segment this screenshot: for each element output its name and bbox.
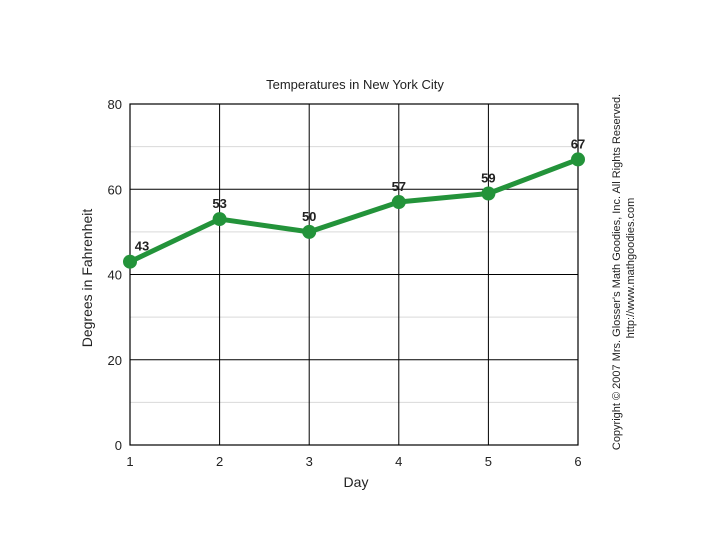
- x-tick-label: 3: [306, 454, 313, 469]
- x-tick-label: 6: [574, 454, 581, 469]
- series-line: [127, 156, 581, 265]
- data-point: [391, 195, 406, 210]
- x-tick-label: 1: [126, 454, 133, 469]
- y-axis-label: Degrees in Fahrenheit: [79, 209, 95, 348]
- x-tick-label: 4: [395, 454, 402, 469]
- data-point: [481, 186, 496, 201]
- data-labels: 43 53 50 57 59 67: [135, 136, 585, 253]
- axes: 0 20 40 60 80 1 2 3 4 5 6: [108, 97, 582, 469]
- x-tick-label: 2: [216, 454, 223, 469]
- plot-border: [129, 103, 579, 446]
- data-label: 67: [571, 136, 585, 151]
- data-label: 43: [135, 239, 149, 254]
- data-label: 57: [392, 179, 406, 194]
- data-label: 53: [212, 196, 226, 211]
- x-tick-label: 5: [485, 454, 492, 469]
- data-label: 59: [481, 171, 495, 186]
- grid: [129, 103, 579, 446]
- data-point: [571, 152, 585, 167]
- y-tick-label: 80: [108, 97, 122, 112]
- copyright-line: Copyright © 2007 Mrs. Glosser's Math Goo…: [611, 94, 623, 450]
- data-point: [123, 254, 137, 269]
- data-point: [212, 212, 227, 227]
- data-point: [302, 224, 317, 239]
- x-axis-label: Day: [344, 474, 369, 490]
- y-tick-label: 0: [115, 438, 122, 453]
- y-tick-label: 20: [108, 353, 122, 368]
- chart-title: Temperatures in New York City: [266, 77, 444, 92]
- series-layer: [123, 152, 585, 269]
- data-label: 50: [302, 209, 316, 224]
- y-tick-label: 40: [108, 268, 122, 283]
- y-tick-label: 60: [108, 182, 122, 197]
- copyright-url: http://www.mathgoodies.com: [625, 198, 637, 339]
